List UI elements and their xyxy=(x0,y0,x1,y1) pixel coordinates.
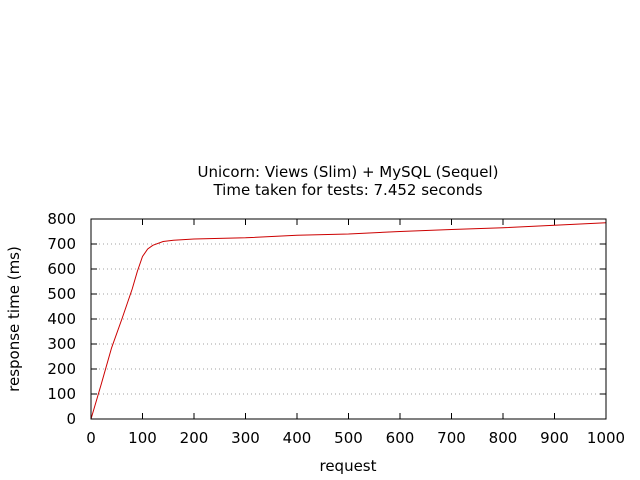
y-tick-label: 100 xyxy=(47,385,76,403)
x-tick-label: 0 xyxy=(86,429,96,447)
axis-ticks: 0 100 200 300 400 500 600 700 800 0 100 200 300 400 50… xyxy=(47,210,625,447)
x-tick-label: 1000 xyxy=(587,429,625,447)
series-group xyxy=(90,222,607,420)
y-tick-label: 0 xyxy=(66,410,76,428)
x-axis-label: request xyxy=(319,457,376,475)
y-tick-label: 500 xyxy=(47,285,76,303)
x-tick-label: 800 xyxy=(489,429,518,447)
y-tick-label: 400 xyxy=(47,310,76,328)
plot-frame xyxy=(90,218,607,420)
y-tick-label: 700 xyxy=(47,235,76,253)
series-line xyxy=(90,222,607,420)
y-tick-label: 200 xyxy=(47,360,76,378)
y-tick-label: 800 xyxy=(47,210,76,228)
x-tick-label: 600 xyxy=(386,429,415,447)
y-axis-label: response time (ms) xyxy=(5,246,23,392)
x-tick-label: 700 xyxy=(437,429,466,447)
x-tick-label: 300 xyxy=(231,429,260,447)
x-tick-label: 200 xyxy=(180,429,209,447)
x-tick-label: 500 xyxy=(334,429,363,447)
x-tick-label: 100 xyxy=(128,429,157,447)
y-tick-label: 300 xyxy=(47,335,76,353)
y-tick-label: 600 xyxy=(47,260,76,278)
chart-title: Unicorn: Views (Slim) + MySQL (Sequel) xyxy=(198,163,499,181)
x-tick-label: 400 xyxy=(283,429,312,447)
gridlines xyxy=(91,243,606,395)
x-tick-label: 900 xyxy=(540,429,569,447)
chart-subtitle: Time taken for tests: 7.452 seconds xyxy=(212,181,482,199)
